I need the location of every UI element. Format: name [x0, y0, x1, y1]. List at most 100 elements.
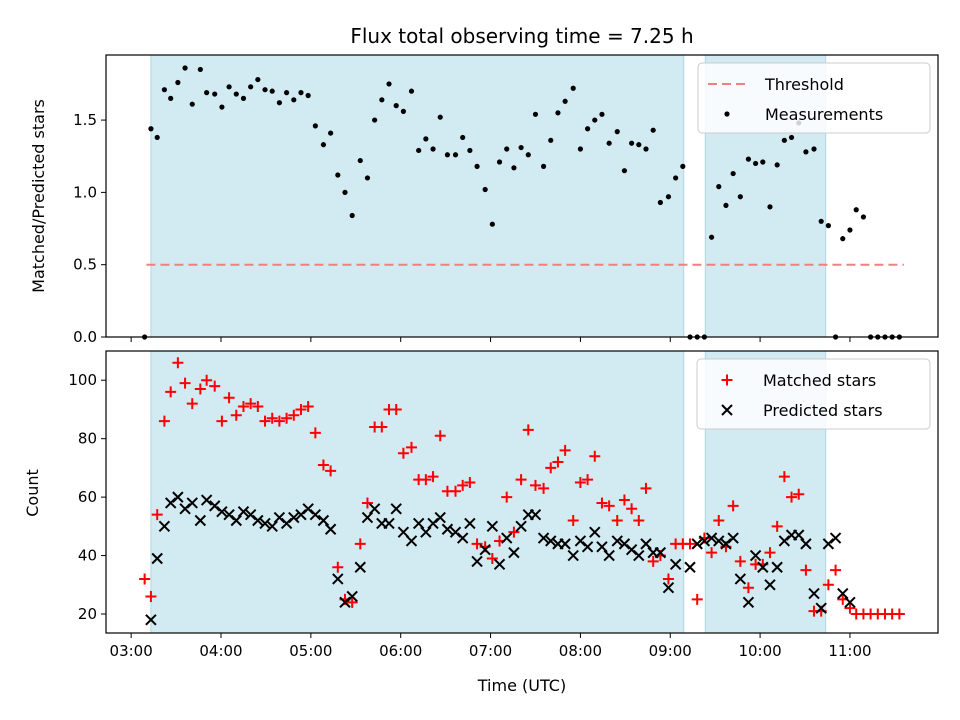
measurement-point [320, 142, 327, 148]
predicted-star-point [346, 590, 358, 603]
matched-star-point [450, 485, 462, 497]
predicted-star-point [332, 573, 344, 585]
measurement-point [482, 186, 488, 193]
matched-star-point [684, 538, 696, 550]
matched-star-point [346, 596, 358, 608]
predicted-star-point [230, 514, 242, 527]
measurement-point [673, 175, 679, 181]
predicted-star-point [441, 523, 454, 535]
measurement-point [584, 126, 591, 132]
measurement-point [730, 170, 736, 177]
matched-star-point [647, 555, 659, 567]
measurement-point [489, 221, 495, 227]
measurement-point [636, 142, 642, 148]
matched-star-point [317, 459, 329, 471]
matched-star-point [309, 427, 321, 439]
measurement-point [269, 88, 275, 94]
legend-measurements-label: Measurements [765, 105, 883, 124]
measurement-point [753, 160, 759, 167]
measurement-point [248, 84, 254, 90]
measurement-point [335, 172, 341, 178]
matched-star-point [633, 514, 645, 526]
predicted-star-point [186, 497, 198, 509]
measurement-point [342, 189, 348, 195]
predicted-star-point [837, 587, 849, 600]
measurement-point [305, 92, 311, 99]
predicted-star-point [216, 506, 228, 518]
measurement-point [212, 91, 218, 97]
measurement-point [606, 140, 612, 146]
matched-star-point [786, 491, 798, 503]
predicted-star-point [698, 535, 711, 547]
matched-star-point [589, 450, 601, 462]
matched-star-point [209, 380, 221, 392]
y-tick-label: 60 [78, 488, 97, 506]
measurement-point [423, 136, 429, 142]
predicted-star-point [567, 549, 579, 562]
predicted-star-point [742, 596, 755, 609]
predicted-star-point [559, 538, 571, 550]
matched-star-point [230, 409, 242, 421]
matched-star-point [266, 412, 278, 424]
measurement-point [393, 103, 399, 109]
legend-threshold-label: Threshold [764, 75, 844, 94]
legend-matched-label: Matched stars [763, 371, 876, 390]
predicted-star-point [589, 526, 601, 538]
measurement-point [853, 207, 859, 213]
measurement-point [767, 204, 773, 210]
y-tick-label: 0.5 [73, 256, 97, 274]
measurement-point [629, 140, 635, 146]
matched-star-point [713, 514, 725, 526]
matched-star-point [464, 477, 476, 489]
matched-star-point [172, 357, 184, 369]
legend-matched-swatch [721, 374, 733, 386]
observing-window-0 [150, 54, 685, 338]
predicted-star-point [151, 552, 163, 565]
measurement-point [416, 147, 422, 154]
predicted-star-point [172, 491, 184, 503]
predicted-star-point [309, 508, 322, 521]
measurement-point [182, 65, 188, 71]
measurement-point [291, 97, 297, 103]
matched-star-point [390, 403, 402, 415]
measurement-point [788, 134, 795, 141]
predicted-star-point [361, 511, 374, 524]
y-tick-label: 20 [78, 605, 97, 623]
matched-star-point [567, 514, 579, 526]
measurement-point [233, 91, 239, 97]
matched-star-point [237, 401, 249, 413]
matched-star-point [186, 398, 198, 410]
measurement-point [532, 111, 539, 117]
matched-star-point [545, 462, 557, 474]
measurement-point [680, 163, 686, 169]
predicted-star-point [662, 581, 675, 594]
measurement-point [386, 81, 392, 87]
predicted-star-point [390, 503, 402, 515]
measurement-point [262, 87, 268, 93]
measurement-point [452, 152, 459, 158]
legend-top [697, 62, 931, 134]
matched-star-point [640, 482, 652, 494]
matched-star-point [522, 424, 534, 436]
matched-star-point [201, 374, 213, 386]
y-tick-label: 40 [78, 547, 97, 565]
measurement-point [540, 163, 547, 169]
predicted-star-point [493, 558, 506, 571]
measurement-point [643, 146, 649, 152]
predicted-star-point [800, 538, 812, 550]
matched-star-point [216, 415, 228, 427]
top-y-axis-label: Matched/Predicted stars [29, 99, 48, 293]
measurement-point [430, 146, 436, 152]
predicted-star-point [200, 494, 213, 506]
matched-star-point [434, 430, 446, 442]
predicted-star-point [259, 517, 271, 530]
measurement-point [400, 108, 406, 114]
matched-star-point [165, 386, 177, 398]
matched-star-point [830, 564, 842, 576]
measurement-point [496, 159, 503, 165]
measurement-point [189, 101, 195, 107]
measurement-point [860, 214, 867, 220]
matched-star-point [194, 383, 206, 395]
matched-star-point [420, 474, 432, 486]
